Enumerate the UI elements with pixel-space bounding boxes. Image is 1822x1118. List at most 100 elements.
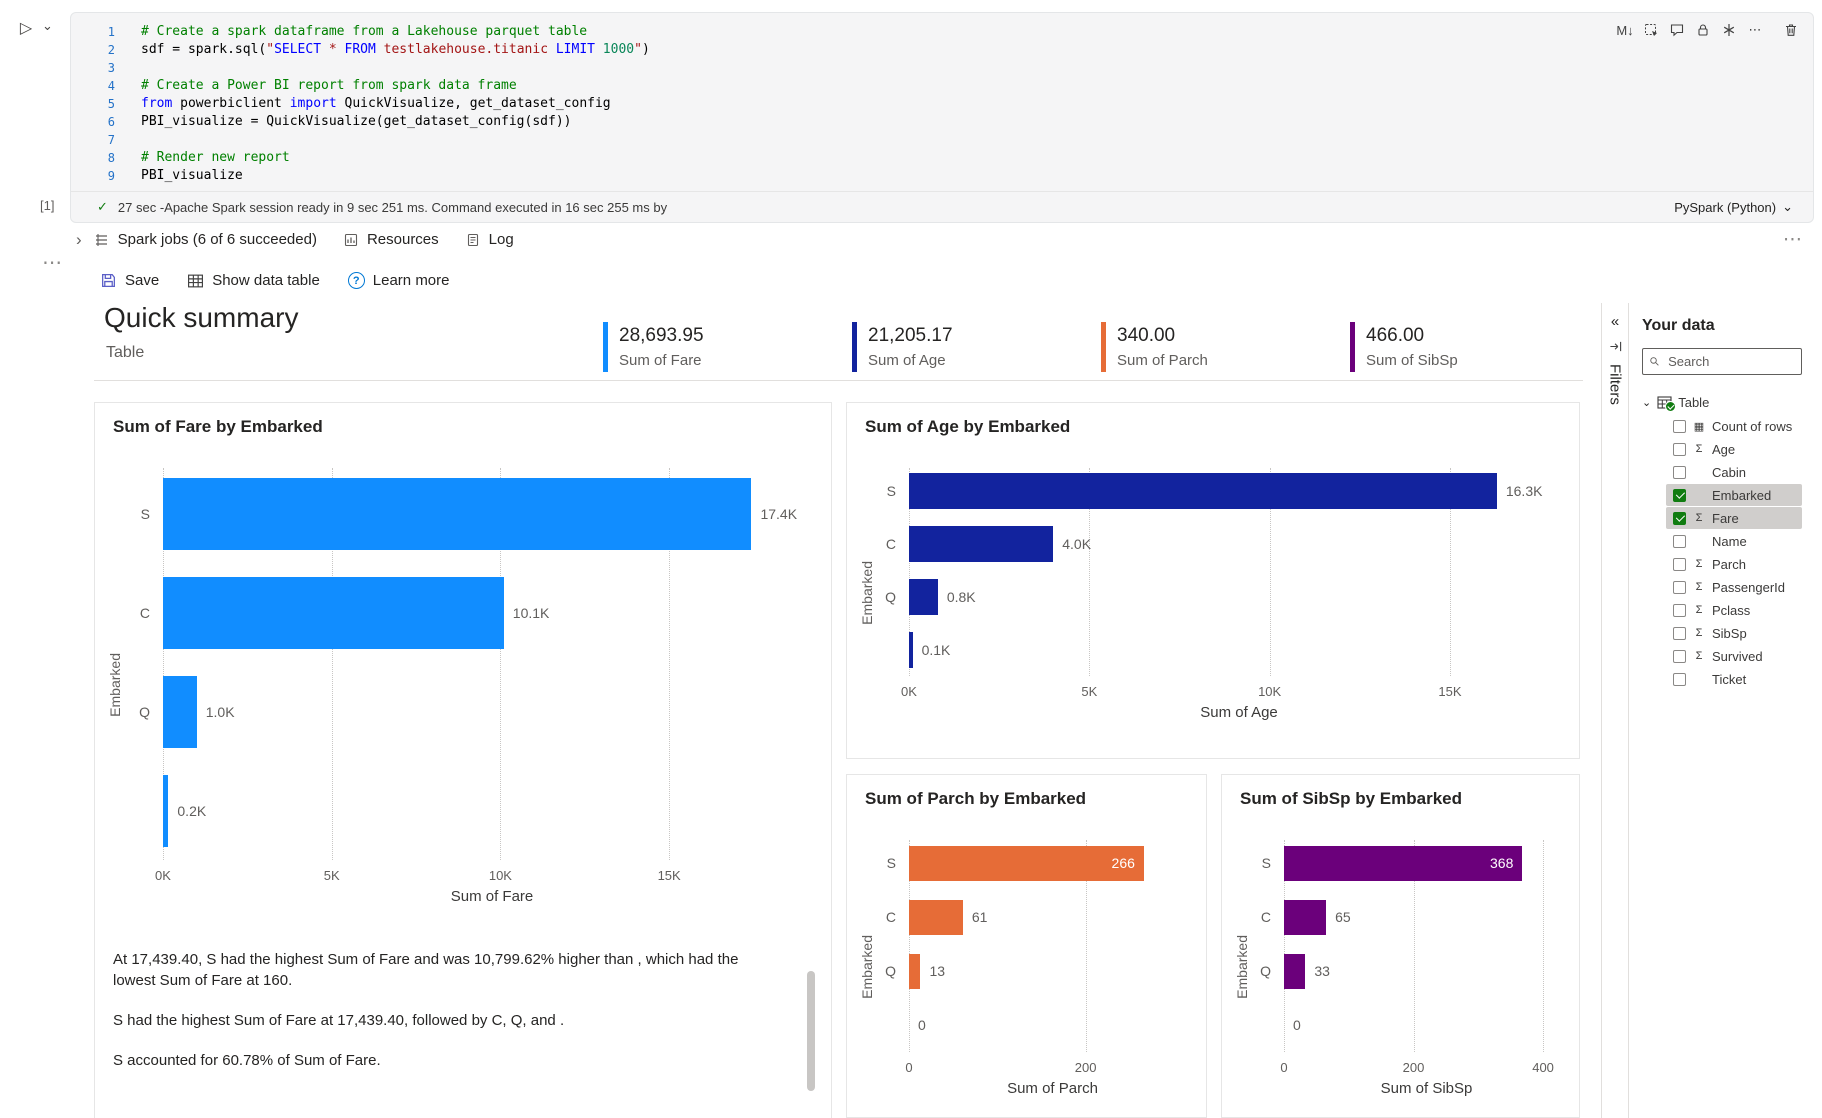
field-checkbox[interactable] <box>1673 511 1686 525</box>
chart-sum-of-fare: Embarked S C Q 17.4K 10.1K 1.0K 0.2K 0K 5K 10K 15K S… <box>107 464 821 905</box>
field-label: Fare <box>1712 510 1739 526</box>
bar[interactable] <box>163 477 752 550</box>
active-table-check-icon <box>1665 400 1677 412</box>
field-row-count-of-rows[interactable]: ▦ Count of rows <box>1666 415 1802 437</box>
code-text: from powerbiclient import QuickVisualize… <box>141 96 611 111</box>
field-checkbox[interactable] <box>1673 603 1686 617</box>
field-row-fare[interactable]: Σ Fare <box>1666 507 1802 529</box>
comment-icon[interactable] <box>1665 18 1689 42</box>
bar-value-label: 61 <box>971 909 988 925</box>
show-data-table-label: Show data table <box>212 272 320 289</box>
bar-row: 4.0K <box>909 517 1569 570</box>
bar[interactable] <box>163 576 504 649</box>
log-tab[interactable]: Log <box>465 231 514 248</box>
category-label: C <box>885 909 896 925</box>
code-line: 7 <box>71 131 1813 149</box>
kpi-value: 466.00 <box>1366 325 1425 346</box>
lock-icon[interactable] <box>1691 18 1715 42</box>
field-checkbox[interactable] <box>1673 419 1686 433</box>
output-options-icon[interactable]: ⋯ <box>42 252 62 274</box>
kpi-card: 466.00 Sum of SibSp <box>1350 322 1458 372</box>
field-label: Ticket <box>1712 671 1747 687</box>
kernel-selector[interactable]: PySpark (Python) ⌄ <box>1668 198 1799 216</box>
log-label: Log <box>488 231 514 248</box>
select-cell-icon[interactable] <box>1639 18 1663 42</box>
markdown-icon[interactable]: M↓ <box>1613 18 1637 42</box>
filters-label[interactable]: Filters <box>1606 364 1624 405</box>
run-cell-button[interactable]: ▷ <box>14 16 38 40</box>
bar[interactable] <box>909 953 921 989</box>
bar[interactable] <box>1284 899 1327 935</box>
delete-cell-icon[interactable] <box>1779 18 1803 42</box>
collapse-pane-button[interactable]: « <box>1610 313 1620 330</box>
expand-filters-icon[interactable] <box>1609 340 1622 354</box>
code-text: PBI_visualize = QuickVisualize(get_datas… <box>141 114 572 129</box>
x-axis-title: Sum of Age <box>1200 704 1278 721</box>
scrollbar[interactable] <box>807 971 815 1091</box>
bar-value-label: 13 <box>929 963 946 979</box>
search-input[interactable] <box>1666 353 1795 370</box>
bar[interactable] <box>909 899 963 935</box>
jobs-more-icon[interactable]: ⋯ <box>1783 229 1802 250</box>
chart-title: Sum of Age by Embarked <box>865 417 1071 436</box>
code-line: 9 PBI_visualize <box>71 167 1813 185</box>
sparkle-icon[interactable] <box>1717 18 1741 42</box>
bar[interactable]: 266 <box>909 845 1144 881</box>
field-row-name[interactable]: Name <box>1666 530 1802 552</box>
resources-tab[interactable]: Resources <box>343 231 439 248</box>
field-checkbox[interactable] <box>1673 649 1686 663</box>
table-tree-node[interactable]: ⌄ Table <box>1642 390 1802 414</box>
field-label: Parch <box>1712 556 1746 572</box>
bar[interactable] <box>909 472 1497 509</box>
field-row-pclass[interactable]: Σ Pclass <box>1666 599 1802 621</box>
chart-card-age: Sum of Age by Embarked Embarked S C Q 16.3K 4… <box>846 402 1580 759</box>
more-options-icon[interactable]: ⋯ <box>1743 18 1767 42</box>
bar[interactable] <box>909 578 938 615</box>
show-data-table-button[interactable]: Show data table <box>187 272 320 289</box>
search-box[interactable] <box>1642 348 1802 375</box>
bar[interactable]: 368 <box>1284 845 1523 881</box>
field-checkbox[interactable] <box>1673 534 1686 548</box>
field-row-passengerid[interactable]: Σ PassengerId <box>1666 576 1802 598</box>
bar-value-label: 0.2K <box>177 802 207 819</box>
field-checkbox[interactable] <box>1673 557 1686 571</box>
field-row-ticket[interactable]: Ticket <box>1666 668 1802 690</box>
bar-value-label: 0.1K <box>921 641 951 658</box>
field-row-parch[interactable]: Σ Parch <box>1666 553 1802 575</box>
field-checkbox[interactable] <box>1673 488 1686 502</box>
bar[interactable] <box>163 675 197 748</box>
bar[interactable] <box>1284 953 1306 989</box>
bar[interactable] <box>909 631 913 668</box>
field-row-age[interactable]: Σ Age <box>1666 438 1802 460</box>
field-checkbox[interactable] <box>1673 442 1686 456</box>
chart-title: Sum of Fare by Embarked <box>113 417 323 436</box>
y-axis-title: Embarked <box>859 560 875 625</box>
category-label: C <box>1260 909 1271 925</box>
field-row-sibsp[interactable]: Σ SibSp <box>1666 622 1802 644</box>
run-options-chevron[interactable]: ⌄ <box>42 18 53 33</box>
field-row-cabin[interactable]: Cabin <box>1666 461 1802 483</box>
expand-jobs-chevron[interactable]: › <box>76 229 82 249</box>
field-checkbox[interactable] <box>1673 626 1686 640</box>
kpi-value: 21,205.17 <box>868 325 953 346</box>
bar[interactable] <box>163 774 169 847</box>
code-line: 4 # Create a Power BI report from spark d… <box>71 77 1813 95</box>
spark-jobs-toggle[interactable]: Spark jobs (6 of 6 succeeded) <box>94 231 317 248</box>
field-checkbox[interactable] <box>1673 465 1686 479</box>
sigma-icon: Σ <box>1695 581 1703 593</box>
gridline <box>909 840 910 1052</box>
save-button[interactable]: Save <box>100 272 159 289</box>
field-checkbox[interactable] <box>1673 672 1686 686</box>
learn-more-button[interactable]: ? Learn more <box>347 272 450 289</box>
chart-sum-of-age: Embarked S C Q 16.3K 4.0K 0.8K 0.1K 0K 5K 10K 15K Su… <box>859 464 1569 721</box>
code-editor[interactable]: 1 # Create a spark dataframe from a Lakeh… <box>71 13 1813 191</box>
x-tick-label: 10K <box>488 868 512 883</box>
field-row-survived[interactable]: Σ Survived <box>1666 645 1802 667</box>
gridline <box>909 468 910 676</box>
bar[interactable] <box>909 525 1054 562</box>
field-checkbox[interactable] <box>1673 580 1686 594</box>
field-row-embarked[interactable]: Embarked <box>1666 484 1802 506</box>
table-icon <box>1657 395 1677 412</box>
save-icon <box>102 274 115 287</box>
x-axis-title: Sum of Fare <box>450 888 534 905</box>
